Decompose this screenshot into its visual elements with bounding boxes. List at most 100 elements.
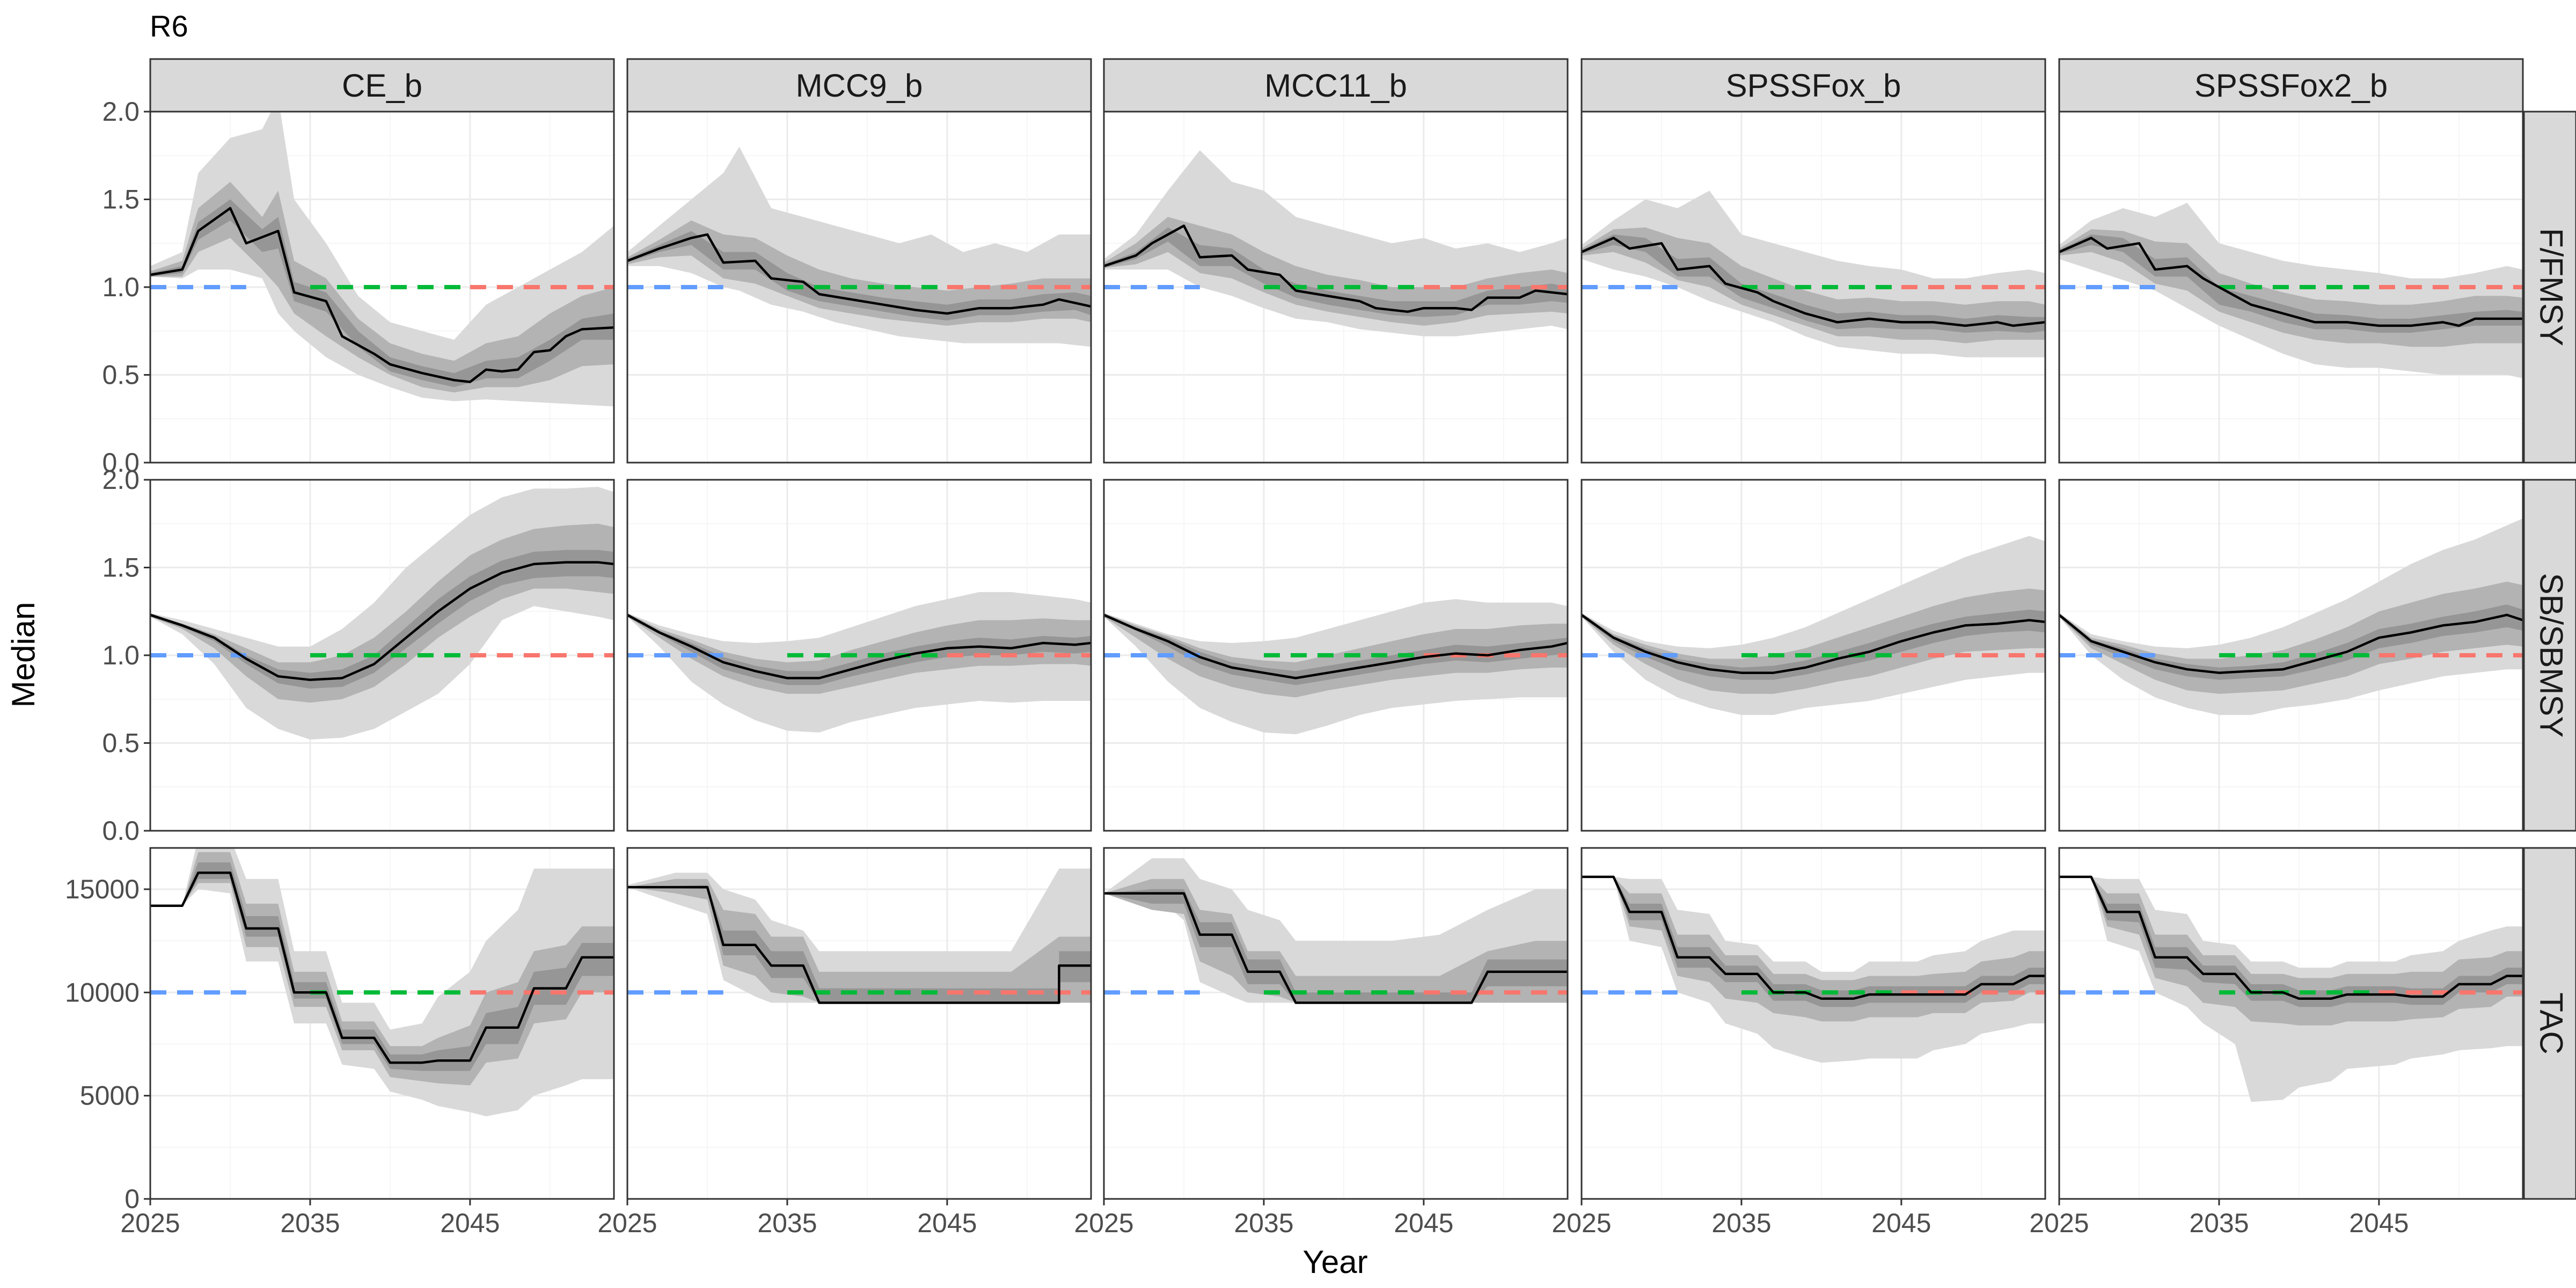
facet-strip-label: MCC11_b (1264, 68, 1407, 104)
median-line (2059, 875, 2523, 1000)
panel-MCC9_b-TAC (626, 847, 1092, 1200)
x-tick-label: 2045 (1871, 1208, 1931, 1238)
row-strip-label: F/FMSY (2534, 228, 2570, 346)
panel-plot-area (1582, 536, 2045, 715)
y-tick-label: 0.5 (102, 360, 140, 390)
y-axis-title: Median (5, 602, 41, 708)
panel-plot-area (2059, 203, 2523, 378)
panel-border (149, 847, 615, 1200)
x-tick-label: 2045 (1394, 1208, 1453, 1238)
x-tick-label: 2035 (757, 1208, 817, 1238)
chart-title: R6 (150, 9, 188, 43)
panel-plot-area (150, 848, 614, 1117)
x-tick-label: 2025 (2029, 1208, 2089, 1238)
median-line (1582, 237, 2045, 327)
x-tick-label: 2025 (1552, 1208, 1611, 1238)
panel-SPSSFox_b-TAC (1580, 847, 2046, 1200)
band-inner (1582, 610, 2045, 680)
panel-MCC11_b-F-FMSY (1103, 111, 1569, 464)
panel-plot-area (150, 487, 614, 740)
band-inner (2059, 234, 2523, 333)
median-line (1104, 224, 1568, 313)
median-line (2059, 237, 2523, 327)
panel-border (2058, 847, 2524, 1200)
facet-strip-label: SPSSFox_b (1726, 68, 1901, 104)
band-middle (1104, 217, 1568, 326)
band-middle (627, 879, 1091, 1003)
median-line (150, 871, 614, 1064)
panel-border (1580, 847, 2046, 1200)
band-inner (1104, 614, 1568, 685)
facet-strip-label: MCC9_b (796, 68, 923, 104)
median-line (150, 561, 614, 682)
panel-border (626, 479, 1092, 832)
x-tick-label: 2045 (917, 1208, 977, 1238)
y-tick-label: 2.0 (102, 465, 140, 495)
y-tick-label: 0.0 (102, 448, 140, 478)
panel-border (2058, 111, 2524, 464)
x-tick-label: 2035 (1234, 1208, 1293, 1238)
x-tick-label: 2035 (280, 1208, 340, 1238)
panel-border (2058, 479, 2524, 832)
median-line (627, 885, 1091, 1004)
panel-SPSSFox2_b-F-FMSY (2058, 111, 2524, 464)
y-tick-label: 1.0 (102, 640, 140, 670)
median-line (627, 613, 1091, 679)
band-inner (1104, 227, 1568, 317)
panel-border (149, 479, 615, 832)
median-line (2059, 613, 2523, 674)
panel-border (1103, 111, 1569, 464)
panel-CE_b-F-FMSY (149, 111, 615, 464)
x-axis-title: Year (1302, 1244, 1367, 1280)
x-tick-label: 2045 (440, 1208, 500, 1238)
y-tick-label: 1.5 (102, 553, 140, 583)
facet-strip-label: SPSSFox2_b (2194, 68, 2388, 104)
panel-plot-area (150, 112, 614, 407)
facet-strip-3 (1580, 58, 2046, 113)
x-tick-label: 2025 (597, 1208, 657, 1238)
panel-border (149, 111, 615, 464)
panel-MCC11_b-TAC (1103, 847, 1569, 1200)
panel-SPSSFox2_b-SB-SBMSY (2058, 479, 2524, 832)
band-middle (1104, 613, 1568, 698)
median-line (1104, 892, 1568, 1004)
panel-plot-area (627, 147, 1091, 347)
band-inner (2059, 604, 2523, 680)
panel-MCC9_b-F-FMSY (626, 111, 1092, 464)
x-tick-label: 2025 (1074, 1208, 1133, 1238)
x-tick-label: 2045 (2349, 1208, 2409, 1238)
y-tick-label: 0 (125, 1184, 140, 1214)
panel-CE_b-SB-SBMSY (149, 479, 615, 832)
panel-plot-area (2059, 875, 2523, 1102)
y-tick-label: 0.5 (102, 728, 140, 758)
panel-plot-area (1582, 875, 2045, 1063)
x-tick-label: 2025 (120, 1208, 180, 1238)
panel-plot-area (627, 868, 1091, 1004)
panel-plot-area (627, 592, 1091, 733)
facet-strip-2 (1103, 58, 1569, 113)
panel-border (626, 847, 1092, 1200)
band-outer (1582, 876, 2045, 1063)
facet-strip-1 (626, 58, 1092, 113)
facet-strip-0 (149, 58, 615, 113)
panel-SPSSFox_b-F-FMSY (1580, 111, 2046, 464)
row-strip-label: TAC (2534, 992, 2570, 1055)
x-tick-label: 2035 (2189, 1208, 2249, 1238)
panel-plot-area (1582, 191, 2045, 357)
row-strip-1 (2523, 479, 2576, 832)
y-tick-label: 10000 (65, 977, 140, 1007)
band-middle (627, 220, 1091, 326)
y-tick-label: 1.0 (102, 272, 140, 302)
panel-plot-area (1104, 858, 1568, 1004)
facet-grid: CE_b MCC9_b MCC11_b SPSSFox_b SPSSFox2_b F/FM… (65, 58, 2576, 1238)
median-line (150, 207, 614, 383)
band-inner (2059, 876, 2523, 1007)
band-inner (627, 885, 1091, 1003)
panel-plot-area (1104, 150, 1568, 336)
y-tick-label: 15000 (65, 874, 140, 904)
band-middle (1582, 876, 2045, 1022)
median-line (1582, 613, 2045, 674)
x-tick-label: 2035 (1711, 1208, 1771, 1238)
median-line (627, 233, 1091, 315)
band-inner (150, 550, 614, 689)
